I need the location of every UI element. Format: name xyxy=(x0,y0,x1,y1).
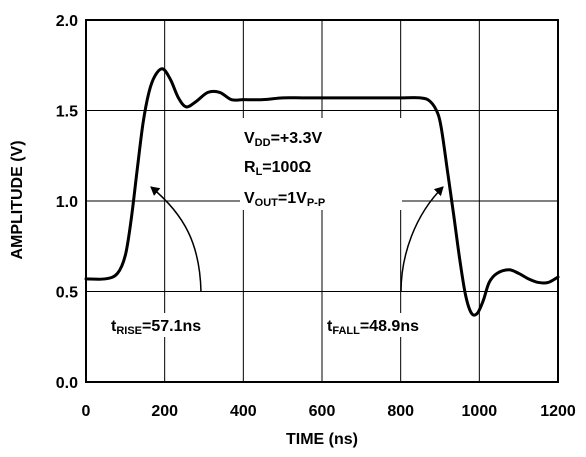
x-tick-label: 1000 xyxy=(462,403,498,420)
annotation-background xyxy=(240,118,402,210)
x-tick-label: 200 xyxy=(151,403,178,420)
x-tick-label: 0 xyxy=(82,403,91,420)
tfall-arrow xyxy=(400,186,444,293)
y-axis-title: AMPLITUDE (V) xyxy=(9,140,26,259)
plot-frame xyxy=(85,19,559,383)
y-tick-label: 1.0 xyxy=(56,194,78,211)
trise-background xyxy=(108,313,218,337)
vout-annotation: VOUT=1VP-P xyxy=(244,190,325,209)
y-tick-label: 0.0 xyxy=(56,375,78,392)
trise-arrow xyxy=(150,186,202,293)
x-axis-title: TIME (ns) xyxy=(286,431,358,448)
vdd-annotation: VDD=+3.3V xyxy=(244,130,322,149)
tfall-background xyxy=(324,313,436,337)
trise-annotation: tRISE=57.1ns xyxy=(111,318,201,337)
y-tick-label: 0.5 xyxy=(56,285,78,302)
y-tick-label: 1.5 xyxy=(56,104,78,121)
rl-annotation: RL=100Ω xyxy=(244,159,311,178)
y-tick-label: 2.0 xyxy=(56,13,78,30)
tfall-annotation: tFALL=48.9ns xyxy=(327,318,419,337)
x-tick-label: 400 xyxy=(230,403,257,420)
x-tick-labels: 0 200 400 600 800 1000 1200 xyxy=(82,403,576,420)
x-tick-label: 600 xyxy=(309,403,336,420)
x-tick-label: 1200 xyxy=(540,403,576,420)
x-tick-label: 800 xyxy=(387,403,414,420)
y-tick-labels: 0.0 0.5 1.0 1.5 2.0 xyxy=(56,13,78,392)
series-waveform xyxy=(84,67,560,317)
